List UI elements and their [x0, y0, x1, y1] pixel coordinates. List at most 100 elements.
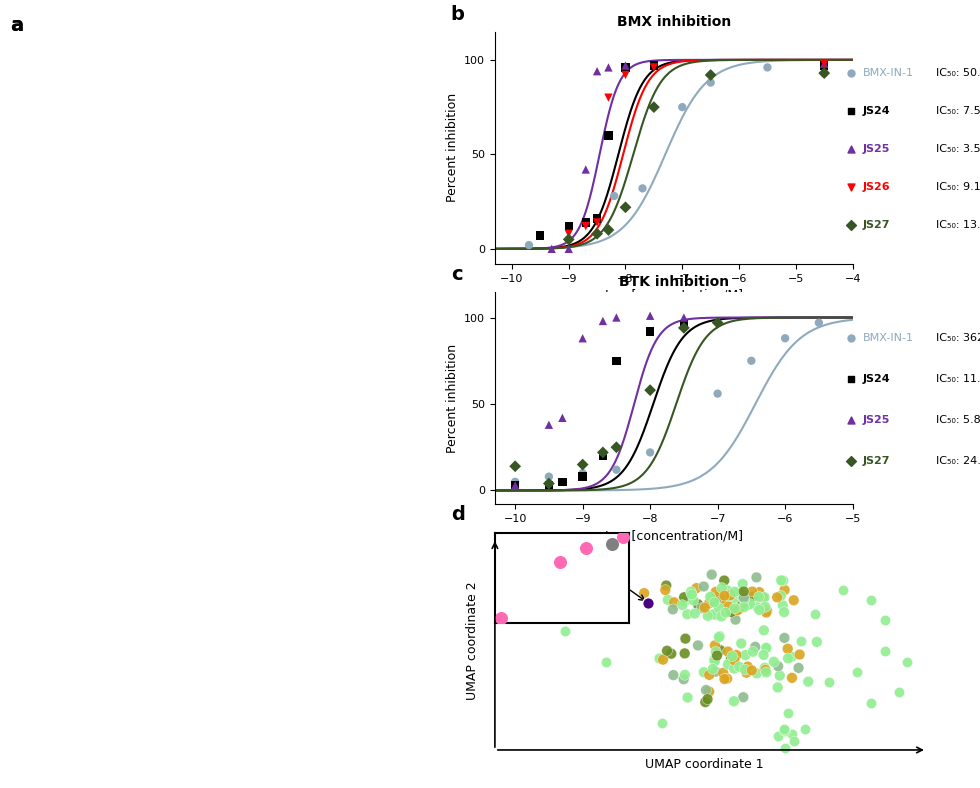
Point — [784, 727, 800, 740]
Point — [775, 599, 791, 611]
Point — [690, 598, 706, 611]
Point — [642, 310, 658, 322]
Point — [713, 593, 729, 605]
Text: a: a — [10, 16, 23, 35]
Point — [738, 649, 754, 661]
Text: IC₅₀: 7.5 ± 0.4 nM: IC₅₀: 7.5 ± 0.4 nM — [936, 106, 980, 116]
Point — [843, 67, 858, 80]
Text: JS25: JS25 — [862, 415, 890, 426]
Point — [710, 317, 725, 329]
Point — [721, 590, 737, 603]
Point — [900, 656, 915, 668]
Text: IC₅₀: 5.8 ± 0.04 nM: IC₅₀: 5.8 ± 0.04 nM — [936, 415, 980, 426]
Point — [752, 604, 767, 616]
Point — [744, 664, 760, 677]
Point — [700, 610, 715, 623]
Point — [663, 648, 679, 660]
Point — [617, 61, 633, 74]
Point — [709, 593, 724, 605]
Text: JS26: JS26 — [862, 182, 890, 191]
Point — [733, 637, 749, 650]
Point — [698, 684, 713, 697]
Point — [665, 669, 681, 682]
Text: IC₅₀: 3.5 ± 0.02 nM: IC₅₀: 3.5 ± 0.02 nM — [936, 144, 980, 154]
Point — [702, 668, 717, 681]
Point — [575, 332, 591, 344]
Point — [732, 591, 748, 604]
Text: BMX-IN-1: BMX-IN-1 — [862, 69, 913, 78]
Point — [677, 595, 693, 608]
Point — [689, 582, 705, 594]
Point — [708, 585, 723, 598]
Point — [561, 220, 576, 232]
Point — [722, 589, 738, 601]
Point — [726, 654, 742, 667]
Point — [811, 317, 827, 329]
Point — [646, 101, 662, 113]
Point — [780, 652, 796, 664]
Point — [727, 602, 743, 615]
Point — [711, 602, 727, 615]
Point — [705, 663, 720, 675]
Point — [756, 649, 771, 661]
Point — [835, 583, 851, 596]
Text: JS24: JS24 — [862, 374, 890, 385]
Point — [684, 588, 700, 600]
Point — [735, 578, 751, 590]
Point — [660, 645, 675, 657]
Point — [674, 599, 690, 611]
Text: BMX-IN-1: BMX-IN-1 — [862, 333, 913, 344]
Point — [617, 59, 633, 72]
Point — [720, 645, 736, 658]
Point — [816, 58, 832, 70]
Point — [609, 441, 624, 454]
Point — [557, 624, 572, 637]
Point — [575, 466, 591, 479]
Point — [595, 314, 611, 327]
Point — [677, 647, 693, 660]
Point — [696, 580, 711, 593]
Point — [575, 459, 591, 471]
Point — [601, 224, 616, 236]
Point — [843, 414, 858, 426]
Point — [713, 610, 729, 623]
Point — [766, 656, 782, 668]
Point — [735, 589, 751, 601]
Point — [843, 218, 858, 231]
Point — [773, 574, 789, 587]
Point — [508, 460, 523, 473]
Text: JS24: JS24 — [862, 106, 890, 116]
Point — [710, 649, 725, 662]
X-axis label: Log [concentration/M]: Log [concentration/M] — [605, 530, 743, 543]
Y-axis label: Percent inhibition: Percent inhibition — [446, 344, 459, 452]
Point — [745, 585, 760, 598]
Text: JS27: JS27 — [862, 220, 890, 229]
Point — [877, 645, 893, 658]
Point — [734, 597, 750, 610]
Point — [521, 239, 537, 251]
Point — [716, 673, 732, 686]
Point — [801, 675, 816, 688]
Point — [720, 600, 736, 612]
Point — [541, 478, 557, 490]
X-axis label: Log [concentration/M]: Log [concentration/M] — [605, 289, 743, 303]
Y-axis label: Percent inhibition: Percent inhibition — [446, 93, 459, 203]
Point — [687, 608, 703, 620]
Point — [589, 216, 605, 229]
Point — [609, 311, 624, 324]
Text: JS27: JS27 — [862, 456, 890, 466]
Point — [791, 662, 807, 675]
Point — [609, 355, 624, 367]
Point — [731, 603, 747, 615]
Point — [759, 606, 774, 619]
Title: BMX inhibition: BMX inhibition — [616, 15, 731, 29]
Point — [773, 589, 789, 602]
Point — [726, 695, 742, 708]
Point — [642, 325, 658, 337]
Point — [704, 590, 719, 603]
Point — [508, 479, 523, 492]
Point — [617, 201, 633, 214]
Point — [797, 723, 812, 735]
Point — [748, 641, 763, 653]
Point — [716, 574, 732, 587]
